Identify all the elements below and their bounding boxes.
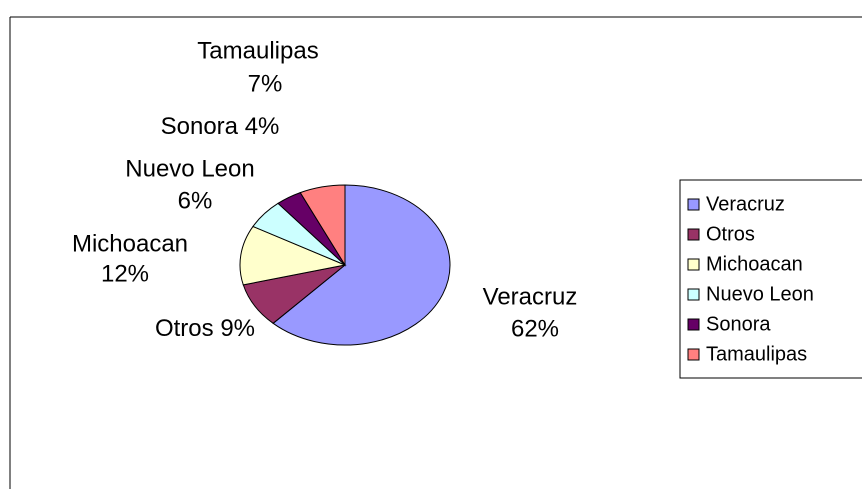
legend-swatch: [687, 228, 700, 241]
label-name: Sonora: [161, 113, 239, 140]
legend-swatch: [687, 198, 700, 211]
data-label: Sonora 4%: [161, 113, 280, 140]
legend-box: [679, 179, 862, 379]
legend-swatch: [687, 348, 700, 361]
data-label-value: 62%: [511, 315, 559, 342]
data-label-name: Tamaulipas: [197, 37, 318, 64]
label-value: 4%: [245, 113, 280, 140]
data-label-name: Nuevo Leon: [125, 155, 254, 182]
data-label-value: 6%: [178, 187, 213, 214]
legend-label: Otros: [706, 223, 755, 245]
data-label-value: 12%: [101, 260, 149, 287]
label-value: 9%: [220, 315, 255, 342]
label-name: Otros: [155, 315, 214, 342]
data-label-value: 7%: [248, 70, 283, 97]
pie-slice: [239, 225, 347, 286]
legend-swatch: [687, 318, 700, 331]
legend-label: Michoacan: [706, 253, 803, 275]
data-label-name: Michoacan: [72, 230, 188, 257]
data-label-name: Veracruz: [483, 283, 578, 310]
pie-slice: [272, 184, 451, 346]
pie-slice: [299, 184, 346, 267]
legend-label: Tamaulipas: [706, 343, 807, 365]
legend-label: Nuevo Leon: [706, 283, 814, 305]
legend-swatch: [687, 288, 700, 301]
data-label: Otros 9%: [155, 315, 255, 342]
legend-label: Sonora: [706, 313, 771, 335]
legend-swatch: [687, 258, 700, 271]
legend-label: Veracruz: [706, 193, 785, 215]
